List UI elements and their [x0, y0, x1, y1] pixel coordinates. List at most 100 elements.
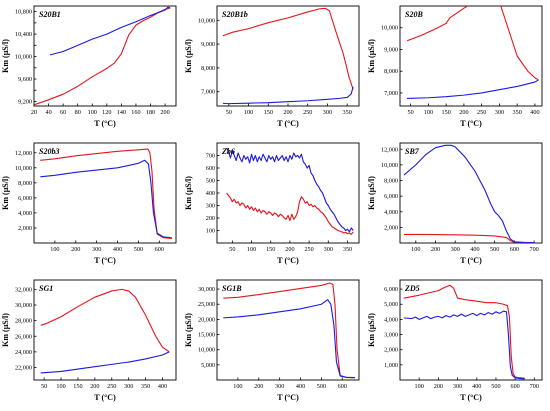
x-tick-label: 600	[510, 246, 519, 253]
x-tick-label: 200	[254, 383, 263, 390]
x-tick-label: 100	[424, 109, 433, 116]
y-tick-label: 10,000	[381, 162, 398, 169]
panel-title: SG1	[39, 284, 53, 293]
x-tick-label: 700	[529, 246, 538, 253]
y-tick-label: 28,000	[15, 318, 32, 325]
x-tick-label: 300	[124, 383, 133, 390]
x-tick-label: 50	[408, 109, 414, 116]
y-tick-label: 10,000	[198, 347, 215, 354]
y-tick-label: 10,800	[15, 9, 32, 16]
y-tick-label: 9,600	[18, 76, 32, 83]
series-line-blue	[49, 6, 171, 56]
y-tick-label: 12,000	[15, 150, 32, 157]
panel-title: S20B	[405, 10, 423, 19]
chart-panel-4: 100 200 300 400 500 600 2,000 4,000 6,000 8,000 10…	[0, 137, 183, 274]
panel-title: S20B1b	[222, 10, 248, 19]
series-line-blue	[40, 159, 172, 239]
series-line-red	[40, 148, 172, 240]
series-line-blue	[403, 144, 535, 243]
series-line-red	[40, 288, 170, 353]
x-tick-label: 300	[451, 246, 460, 253]
chart-svg: 100 200 300 400 500 600 2,000 4,000 6,000 8,000 10…	[1, 142, 177, 265]
chart-svg: 50 100 150 200 250 300 350 400 7,000 8,000 9,000 10…	[367, 5, 543, 128]
chart-svg: 100 200 300 400 500 600 700 2,000 4,000 6,000 8,00…	[367, 142, 543, 265]
x-tick-label: 80	[75, 109, 81, 116]
series-line-blue	[407, 79, 539, 99]
series-line-red	[406, 6, 539, 81]
y-tick-label: 30,000	[198, 286, 215, 293]
x-tick-label: 300	[275, 383, 284, 390]
x-tick-label: 200	[285, 246, 294, 253]
x-tick-label: 200	[90, 383, 99, 390]
x-tick-label: 150	[442, 109, 451, 116]
x-tick-label: 250	[477, 109, 486, 116]
x-tick-label: 100	[233, 383, 242, 390]
y-tick-label: 26,000	[15, 333, 32, 340]
x-tick-label: 400	[472, 383, 481, 390]
plot-frame	[216, 5, 360, 107]
x-tick-label: 300	[453, 383, 462, 390]
x-tick-label: 300	[92, 246, 101, 253]
y-tick-label: 15,000	[198, 332, 215, 339]
x-axis-label: T (°C)	[277, 393, 299, 402]
series-line-red	[34, 7, 171, 106]
plot-frame	[399, 279, 543, 381]
series-line-blue	[223, 299, 355, 379]
x-tick-label: 500	[491, 383, 500, 390]
y-tick-label: 300	[206, 203, 215, 210]
chart-panel-8: 100 200 300 400 500 600 5,000 10,000 15,000 20,00…	[183, 274, 366, 411]
y-tick-label: 9,000	[201, 41, 215, 48]
x-tick-label: 300	[324, 246, 333, 253]
y-tick-label: 600	[206, 165, 215, 172]
panel-title: S20B1	[39, 10, 61, 19]
y-tick-label: 200	[206, 215, 215, 222]
chart-panel-9: 100 200 300 400 500 600 700 1,000 2,000 3,000 4,00…	[366, 274, 549, 411]
x-tick-label: 200	[283, 109, 292, 116]
panel-title: SG1B	[222, 284, 242, 293]
x-tick-label: 50	[229, 246, 235, 253]
y-tick-label: 32,000	[15, 286, 32, 293]
plot-frame	[33, 5, 177, 107]
series-line-blue	[40, 351, 170, 374]
plot-frame	[399, 142, 543, 244]
series-line-red	[403, 284, 525, 379]
x-tick-label: 350	[141, 383, 150, 390]
y-tick-label: 30,000	[15, 302, 32, 309]
y-tick-label: 24,000	[15, 349, 32, 356]
y-tick-label: 5,000	[201, 362, 215, 369]
chart-svg: 50 100 150 200 250 300 350 7,000 8,000 9,000 10,00…	[184, 5, 360, 128]
chart-panel-3: 50 100 150 200 250 300 350 400 7,000 8,000 9,000 10…	[366, 0, 549, 137]
panel-title: SB7	[405, 147, 420, 156]
y-tick-label: 10,000	[381, 25, 398, 32]
y-tick-label: 7,000	[201, 89, 215, 96]
chart-svg: 50 100 150 200 250 300 350 400 22,000 24,000 26,00…	[1, 279, 177, 402]
x-axis-label: T (°C)	[460, 393, 482, 402]
x-tick-label: 20	[31, 109, 37, 116]
x-tick-label: 140	[117, 109, 126, 116]
x-tick-label: 350	[513, 109, 522, 116]
x-tick-label: 200	[431, 246, 440, 253]
y-tick-label: 2,000	[384, 347, 398, 354]
y-axis-label: Km (µS/l)	[1, 176, 10, 210]
y-axis-label: Km (µS/l)	[184, 176, 193, 210]
x-tick-label: 500	[317, 383, 326, 390]
x-tick-label: 400	[113, 246, 122, 253]
y-axis-label: Km (µS/l)	[1, 39, 10, 73]
y-axis-label: Km (µS/l)	[367, 176, 376, 210]
series-line-red	[222, 7, 354, 90]
x-tick-label: 400	[470, 246, 479, 253]
x-axis-label: T (°C)	[460, 119, 482, 128]
y-axis-label: Km (µS/l)	[184, 39, 193, 73]
x-tick-label: 600	[155, 246, 164, 253]
y-tick-label: 5,000	[384, 301, 398, 308]
y-tick-label: 2,000	[18, 225, 32, 232]
chart-svg: 100 200 300 400 500 600 700 1,000 2,000 3,000 4,00…	[367, 279, 543, 402]
y-tick-label: 4,000	[384, 316, 398, 323]
y-axis-label: Km (µS/l)	[367, 313, 376, 347]
x-tick-label: 100	[415, 383, 424, 390]
y-tick-label: 22,000	[15, 365, 32, 372]
x-tick-label: 100	[244, 109, 253, 116]
y-tick-label: 6,000	[384, 286, 398, 293]
chart-panel-1: 20 40 60 80 100 120 140 160 180 200 9,200 9,600 10,0…	[0, 0, 183, 137]
